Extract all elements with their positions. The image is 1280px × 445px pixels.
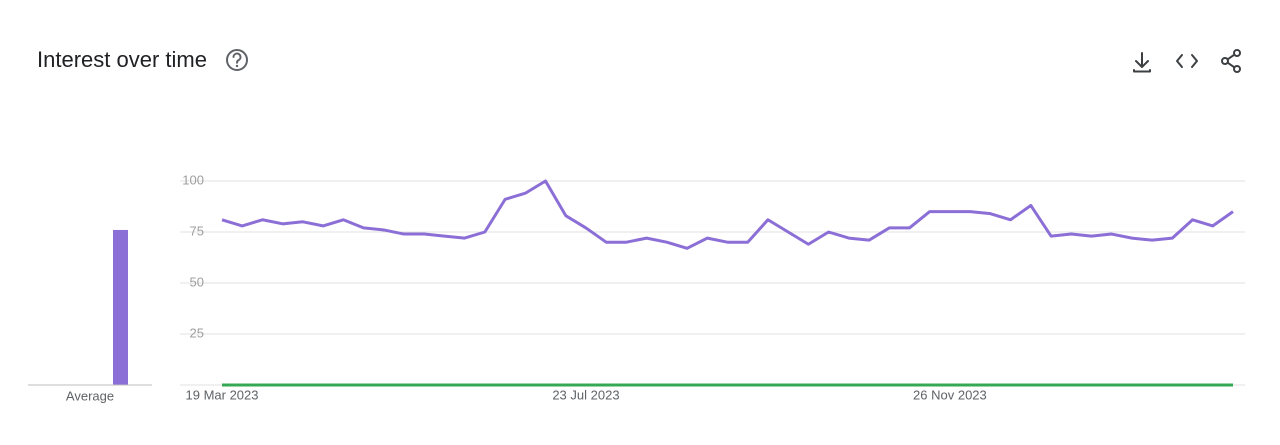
series-line — [221, 179, 1234, 250]
x-tick-label: 19 Mar 2023 — [186, 387, 259, 402]
help-icon[interactable] — [226, 49, 248, 71]
average-label: Average — [66, 388, 114, 403]
y-tick-label: 50 — [190, 274, 204, 289]
x-tick-label: 23 Jul 2023 — [552, 387, 619, 402]
download-button[interactable] — [1133, 52, 1151, 73]
y-tick-label: 25 — [190, 325, 204, 340]
share-button[interactable] — [1221, 49, 1241, 73]
y-tick-label: 100 — [182, 172, 204, 187]
x-tick-label: 26 Nov 2023 — [913, 387, 987, 402]
y-tick-label: 75 — [190, 223, 204, 238]
average-bar — [113, 229, 128, 385]
embed-button[interactable] — [1176, 54, 1198, 68]
card-title: Interest over time — [37, 47, 207, 72]
